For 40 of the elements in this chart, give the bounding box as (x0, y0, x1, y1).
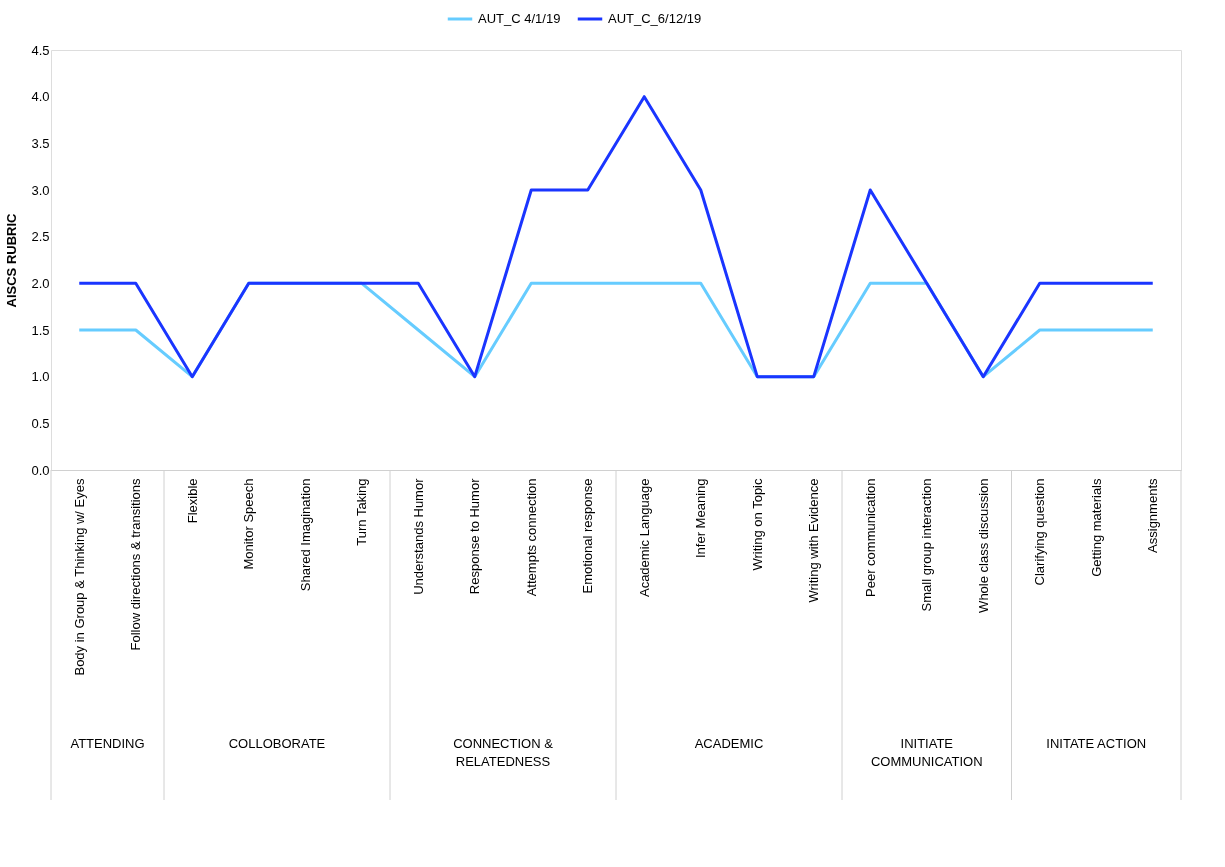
x-tick-label: Whole class discussion (975, 478, 991, 613)
y-tick-label: 1.0 (31, 369, 50, 385)
text: COLLOBORATE (228, 736, 326, 751)
x-tick-label: Getting materials (1088, 478, 1104, 577)
x-tick-label: Writing on Topic (749, 478, 765, 571)
x-tick-label: Body in Group & Thinking w/ Eyes (71, 478, 87, 676)
y-tick-label: 3.0 (31, 182, 50, 198)
y-tick-label: 1.5 (31, 322, 50, 338)
line-series (77, 95, 1155, 379)
x-tick-label: Writing with Evidence (806, 478, 822, 603)
text: INITATE ACTION (1046, 736, 1147, 751)
y-tick-label: 0.5 (31, 415, 50, 431)
x-tick-label: Assignments (1145, 478, 1161, 553)
x-tick-label: Emotional response (580, 478, 596, 594)
text: INITIATE COMMUNICATION (870, 736, 983, 769)
y-tick-label: 0.0 (31, 462, 50, 478)
x-tick-label: Academic Language (636, 478, 652, 598)
x-tick-label: Infer Meaning (693, 478, 709, 558)
y-tick-label: 3.5 (31, 135, 50, 151)
x-tick-label: Flexible (184, 478, 200, 524)
y-tick-label: 4.5 (31, 42, 50, 58)
x-tick-label: Understands Humor (410, 477, 426, 595)
legend-label: AUT_C_6/12/19 (608, 11, 702, 26)
y-tick-label: 2.5 (31, 229, 50, 245)
x-tick-label: Small group interaction (919, 478, 935, 612)
y-axis-title: AISCS RUBRIC (4, 212, 20, 308)
x-tick-label: Clarifying question (1032, 478, 1048, 586)
x-tick-label: Monitor Speech (241, 478, 257, 570)
x-tick-label: Peer communication (862, 478, 878, 597)
text: CONNECTION & RELATEDNESS (453, 736, 554, 769)
x-tick-label: Follow directions & transitions (128, 478, 144, 651)
legend-label: AUT_C 4/1/19 (478, 11, 561, 26)
x-tick-label: Attempts connection (523, 478, 539, 597)
x-tick-label: Turn Taking (354, 478, 370, 546)
y-tick-label: 2.0 (31, 275, 50, 291)
y-tick-label: 4.0 (31, 89, 50, 105)
x-tick-label: Response to Humor (467, 477, 483, 595)
text: ATTENDING (70, 736, 145, 751)
x-tick-label: Shared Imagination (297, 478, 313, 592)
text: ACADEMIC (694, 736, 764, 751)
